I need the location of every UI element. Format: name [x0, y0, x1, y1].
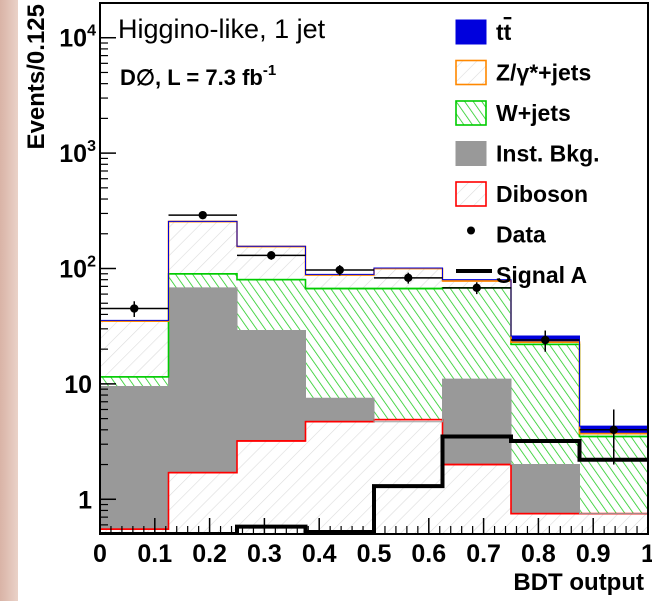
legend-swatch-3: [455, 141, 487, 166]
y-tick-label-2: 102: [59, 254, 96, 284]
legend-swatch-1: [455, 59, 487, 86]
data-point-3: [305, 265, 374, 276]
x-axis-title: BDT output: [513, 569, 644, 596]
bar-diboson-3: [305, 421, 374, 534]
x-tick-label-6: 0.6: [411, 540, 446, 568]
experiment-label: D∅, L = 7.3 fb-1: [120, 62, 276, 90]
data-point-1: [168, 210, 237, 220]
legend-label-3: Inst. Bkg.: [496, 141, 600, 167]
y-tick-label-4: 104: [59, 23, 96, 53]
x-tick-label-1: 0.1: [137, 540, 172, 568]
signal-histogram: [100, 434, 648, 534]
legend-marker-5: [467, 226, 475, 235]
legend-item-data: Data: [467, 222, 546, 248]
outline-w-jets: [100, 272, 648, 438]
x-tick-label-4: 0.4: [302, 540, 337, 568]
data-marker-4: [404, 273, 413, 283]
bar-diboson-1: [168, 472, 237, 534]
bar-diboson-4: [374, 419, 443, 534]
side-strip: [0, 0, 18, 601]
bar-inst-bkg-0: [100, 386, 169, 534]
legend-label-2: W+jets: [496, 100, 571, 126]
data-marker-7: [609, 425, 618, 434]
bar-diboson-0: [100, 529, 169, 534]
data-marker-3: [335, 265, 344, 275]
x-tick-label-3: 0.3: [247, 540, 282, 568]
outline-inst-bkg: [100, 287, 648, 515]
x-tick-label-8: 0.8: [521, 540, 556, 568]
legend-item-w-jets: W+jets: [455, 100, 571, 126]
legend-label-6: Signal A: [496, 262, 587, 288]
x-tick-label-5: 0.5: [357, 540, 392, 568]
x-tick-label-10: 1: [641, 540, 652, 568]
data-point-5: [442, 282, 511, 295]
x-tick-label-2: 0.2: [192, 540, 227, 568]
bar-diboson-6: [511, 513, 580, 534]
data-marker-1: [198, 210, 207, 220]
data-marker-0: [130, 304, 139, 313]
legend-label-5: Data: [496, 222, 546, 248]
legend: tt Z/γ*+jets W+jets Inst. Bkg. Diboson Data Si…: [455, 19, 600, 288]
signal-a-line: [100, 434, 648, 534]
x-tick-label-0: 0: [93, 540, 107, 568]
plot-title: Higgino-like, 1 jet: [118, 14, 326, 44]
legend-swatch-4: [455, 181, 487, 207]
legend-label-1: Z/γ*+jets: [496, 60, 591, 86]
legend-item-z-jets: Z/γ*+jets: [455, 59, 591, 86]
x-tick-label-9: 0.9: [576, 540, 611, 568]
data-marker-2: [267, 251, 276, 260]
legend-swatch-2: [455, 100, 487, 126]
legend-label-4: Diboson: [496, 181, 588, 207]
data-point-0: [100, 301, 169, 317]
data-points: [100, 210, 648, 465]
legend-item-signal-a: Signal A: [456, 262, 587, 288]
data-marker-6: [541, 335, 550, 345]
y-tick-label-1: 10: [64, 371, 92, 399]
y-axis-title: Events/0.125: [23, 4, 50, 149]
data-point-2: [237, 251, 306, 260]
legend-swatch-0: [455, 19, 487, 45]
bar-diboson-7: [579, 513, 648, 534]
data-point-4: [374, 272, 443, 284]
legend-item-diboson: Diboson: [455, 181, 588, 207]
bar-diboson-5: [442, 464, 511, 534]
axes: 0 0.1 0.2 0.3 0.4 0.5 0.6 0.7 0.8 0.9 1 1 10 102 103 10…: [59, 2, 652, 568]
legend-item-inst-bkg: Inst. Bkg.: [455, 141, 600, 167]
data-marker-5: [472, 283, 481, 293]
x-tick-label-7: 0.7: [466, 540, 501, 568]
legend-item-tt: tt: [455, 19, 512, 45]
legend-label-0: tt: [496, 19, 512, 45]
data-point-6: [511, 330, 580, 352]
y-tick-label-0: 1: [78, 486, 92, 514]
bar-diboson-2: [237, 440, 306, 534]
data-point-7: [579, 409, 648, 465]
stacked-histograms: [100, 220, 648, 534]
y-tick-label-3: 103: [59, 138, 96, 168]
